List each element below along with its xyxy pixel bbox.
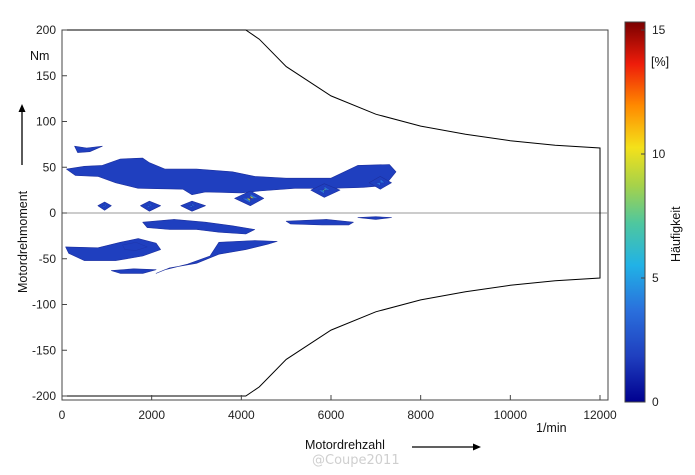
contour-region-16 (146, 203, 153, 208)
min-torque-envelope (62, 213, 601, 397)
colorbar-ticks: 0 5 10 15 (641, 23, 666, 409)
y-axis-arrow (18, 104, 26, 165)
y-tick-label: 0 (49, 206, 56, 220)
y-axis-ticks: -200 -150 -100 -50 0 50 100 150 200 (32, 23, 67, 403)
y-tick-label: 200 (36, 23, 56, 37)
y-tick-label: -100 (32, 298, 56, 312)
watermark: @Coupe2011 (312, 453, 400, 468)
plot-area (61, 29, 609, 401)
x-tick-label: 0 (59, 408, 66, 422)
contour-region-3 (140, 200, 161, 212)
colorbar-tick-label: 10 (652, 147, 666, 161)
y-tick-label: -50 (39, 252, 57, 266)
x-axis-unit: 1/min (536, 421, 567, 435)
frequency-contours (65, 145, 397, 274)
max-torque-envelope (62, 29, 601, 213)
y-axis-unit: Nm (30, 49, 49, 63)
colorbar-tick-label: 15 (652, 23, 666, 37)
x-tick-label: 2000 (138, 408, 165, 422)
contour-region-13 (111, 268, 157, 274)
y-tick-label: -200 (32, 389, 56, 403)
y-tick-label: 150 (36, 69, 56, 83)
x-tick-label: 6000 (318, 408, 345, 422)
y-tick-label: 100 (36, 115, 56, 129)
colorbar-title: Häufigkeit (669, 206, 683, 262)
y-axis-title: Motordrehmoment (16, 190, 30, 293)
x-tick-label: 12000 (583, 408, 617, 422)
contour-region-15 (102, 203, 107, 208)
colorbar (624, 21, 646, 403)
x-tick-label: 10000 (494, 408, 528, 422)
colorbar-tick-label: 0 (652, 395, 659, 409)
x-axis-title: Motordrehzahl (305, 438, 385, 452)
contour-region-10 (357, 216, 392, 220)
contour-region-9 (285, 219, 354, 226)
contour-region-23 (248, 196, 252, 200)
colorbar-unit: [%] (651, 55, 669, 69)
x-tick-label: 8000 (407, 408, 434, 422)
contour-region-12 (155, 240, 278, 274)
contour-region-20 (375, 178, 385, 186)
x-axis-ticks: 0 2000 4000 6000 8000 10000 12000 (59, 395, 617, 422)
contour-region-14 (122, 242, 148, 251)
contour-region-22 (321, 188, 327, 193)
contour-region-1 (66, 157, 397, 195)
contour-region-6 (310, 183, 341, 198)
x-axis-arrow (412, 443, 481, 451)
contour-region-8 (142, 219, 256, 235)
contour-region-17 (188, 203, 196, 208)
contour-region-4 (180, 200, 206, 212)
contour-region-0 (74, 145, 103, 153)
colorbar-tick-label: 5 (652, 271, 659, 285)
x-tick-label: 4000 (228, 408, 255, 422)
y-tick-label: 50 (43, 160, 57, 174)
y-tick-label: -150 (32, 343, 56, 357)
